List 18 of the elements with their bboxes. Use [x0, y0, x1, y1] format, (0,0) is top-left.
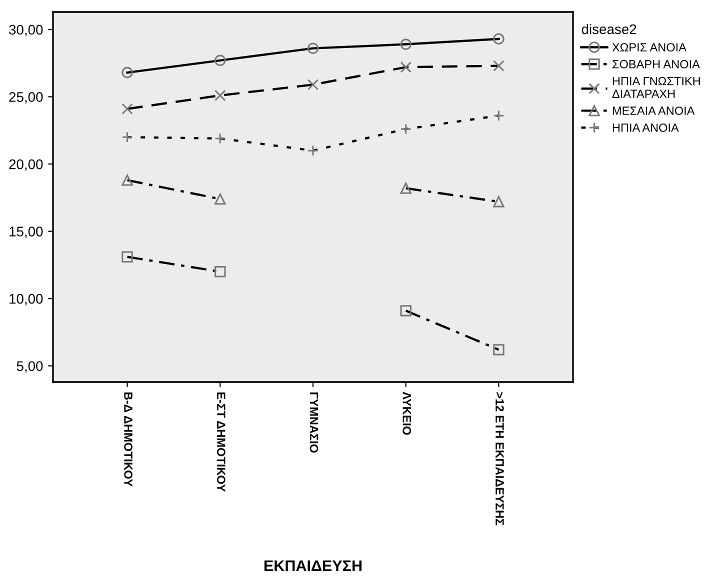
x-tick-label: ΛΥΚΕΙΟ [402, 392, 412, 435]
y-tick-label: 30,00 [9, 24, 43, 36]
x-axis-title: ΕΚΠΑΙΔΕΥΣΗ [264, 560, 362, 571]
legend-label: ΗΠΙΑ ΑΝΟΙΑ [612, 123, 679, 132]
legend-label: ΧΩΡΙΣ ΑΝΟΙΑ [612, 43, 686, 52]
legend-label: ΜΕΣΑΙΑ ΑΝΟΙΑ [612, 106, 695, 115]
legend-label: ΗΠΙΑ ΓΝΩΣΤΙΚΗ ΔΙΑΤΑΡΑΧΗ [612, 76, 700, 98]
y-tick-label: 5,00 [16, 361, 43, 373]
legend-label: ΣΟΒΑΡΗ ΑΝΟΙΑ [612, 60, 700, 68]
x-tick-label: >12 ΕΤΗ ΕΚΠΑΙΔΕΥΣΗΣ [496, 392, 504, 526]
y-tick-label: 20,00 [9, 159, 43, 171]
legend-title: disease2 [582, 24, 636, 34]
y-tick-label: 15,00 [10, 226, 43, 238]
y-tick-label: 25,00 [9, 92, 43, 104]
y-tick-label: 10,00 [10, 294, 43, 306]
x-tick-label: Ε-ΣΤ ΔΗΜΟΤΙΚΟΥ [216, 392, 226, 492]
x-tick-label: Β-Δ ΔΗΜΟΤΙΚΟΥ [124, 392, 132, 487]
x-tick-label: ΓΥΜΝΑΣΙΟ [310, 392, 318, 453]
